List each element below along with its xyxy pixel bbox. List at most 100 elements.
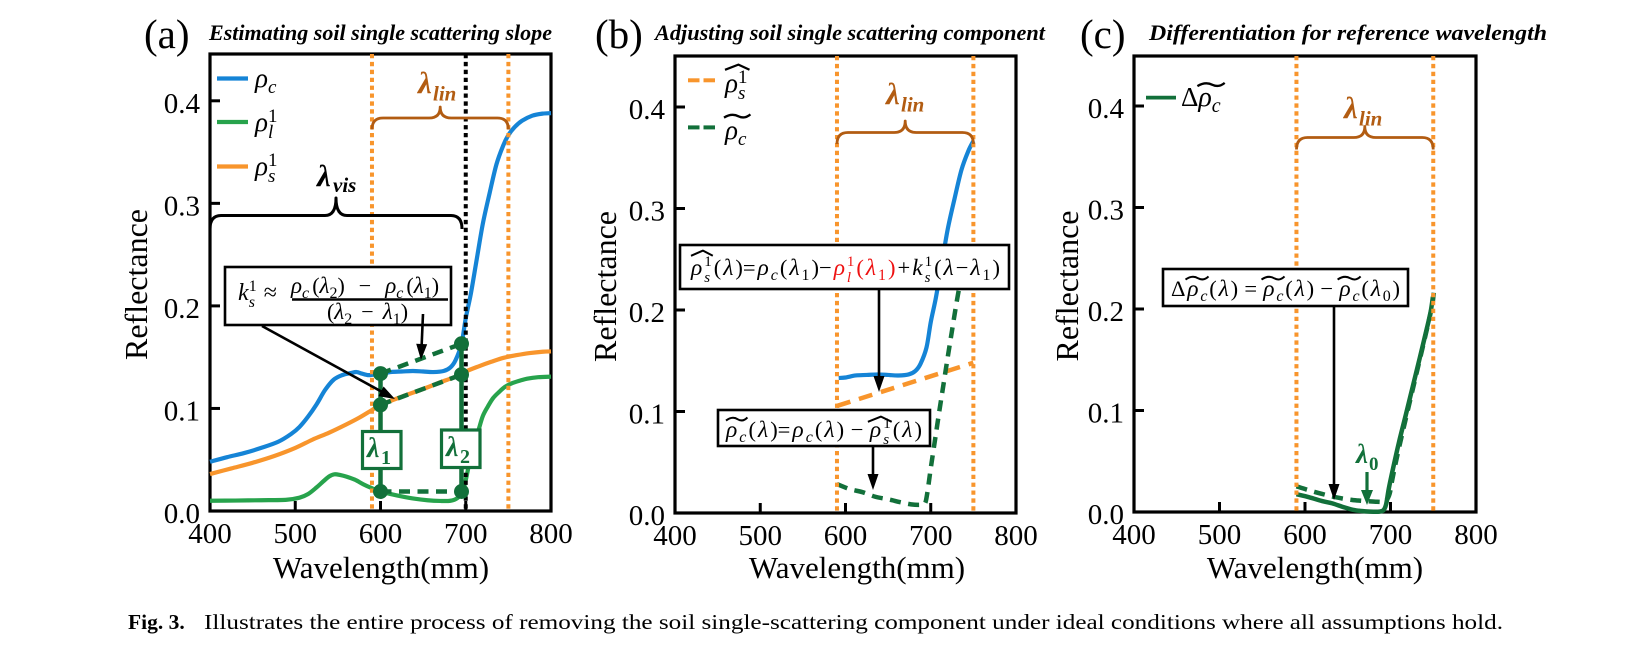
svg-text:s: s xyxy=(249,294,255,311)
svg-text:−: − xyxy=(361,299,373,324)
svg-text:s: s xyxy=(704,270,710,286)
svg-text:1: 1 xyxy=(883,416,891,432)
svg-text:λ: λ xyxy=(901,417,912,443)
svg-text:ρ: ρ xyxy=(384,273,396,298)
svg-text:−: − xyxy=(956,255,969,280)
svg-text:0: 0 xyxy=(1383,288,1391,305)
svg-text:ρ: ρ xyxy=(725,417,737,443)
svg-text:λ: λ xyxy=(969,255,980,281)
svg-text:(: ( xyxy=(1361,276,1369,301)
svg-text:(: ( xyxy=(312,273,319,298)
svg-text:λ: λ xyxy=(445,432,458,463)
svg-text:λ: λ xyxy=(1294,276,1305,302)
svg-text:ρ: ρ xyxy=(1197,82,1211,113)
svg-text:ρ: ρ xyxy=(1262,276,1274,302)
svg-text:Reflectance: Reflectance xyxy=(1049,211,1085,362)
svg-text:ρ: ρ xyxy=(254,63,268,93)
svg-text:(: ( xyxy=(856,255,864,280)
svg-text:vis: vis xyxy=(333,173,356,197)
svg-text:λ: λ xyxy=(1370,276,1381,302)
svg-text:): ) xyxy=(837,417,845,442)
svg-text:λ: λ xyxy=(315,158,331,193)
svg-text:λ: λ xyxy=(382,299,393,324)
svg-text:λ: λ xyxy=(722,255,733,281)
svg-text:700: 700 xyxy=(909,520,953,552)
svg-text:0.2: 0.2 xyxy=(1088,296,1124,328)
svg-text:500: 500 xyxy=(273,518,317,550)
svg-text:1: 1 xyxy=(381,447,391,469)
svg-text:Adjusting soil single scatteri: Adjusting soil single scattering compone… xyxy=(653,20,1046,45)
svg-text:ρ: ρ xyxy=(254,107,268,137)
svg-text:(: ( xyxy=(327,299,334,324)
svg-text:c: c xyxy=(302,285,309,302)
svg-text:2: 2 xyxy=(460,446,470,468)
svg-text:λ: λ xyxy=(823,417,834,443)
svg-text:1: 1 xyxy=(738,67,748,88)
svg-text:0.0: 0.0 xyxy=(1088,499,1124,531)
svg-text:600: 600 xyxy=(824,520,868,552)
svg-text:Illustrates the entire process: Illustrates the entire process of removi… xyxy=(204,610,1503,634)
svg-text:0.3: 0.3 xyxy=(629,196,665,228)
svg-text:600: 600 xyxy=(359,518,403,550)
svg-text:ρ: ρ xyxy=(791,417,803,443)
svg-text:0.2: 0.2 xyxy=(629,297,665,329)
svg-text:λ: λ xyxy=(1342,90,1358,125)
svg-text:)=: )= xyxy=(735,255,755,280)
svg-text:1: 1 xyxy=(424,285,432,302)
svg-text:λ: λ xyxy=(413,273,424,298)
svg-text:)=: )= xyxy=(770,417,790,442)
svg-text:λ: λ xyxy=(757,417,768,443)
svg-text:+: + xyxy=(898,255,911,280)
svg-text:500: 500 xyxy=(738,520,782,552)
svg-text:ρ: ρ xyxy=(833,255,845,281)
svg-text:(: ( xyxy=(1285,276,1293,301)
svg-text:1: 1 xyxy=(249,278,257,295)
svg-text:ρ: ρ xyxy=(1186,276,1198,302)
svg-text:400: 400 xyxy=(653,520,697,552)
svg-text:=: = xyxy=(1240,276,1262,301)
svg-text:1: 1 xyxy=(983,267,991,284)
svg-text:ρ: ρ xyxy=(757,255,769,281)
svg-text:(: ( xyxy=(1209,276,1217,301)
svg-text:400: 400 xyxy=(188,518,232,550)
svg-text:Δ: Δ xyxy=(1171,276,1185,301)
svg-text:s: s xyxy=(268,166,275,187)
svg-text:1: 1 xyxy=(847,254,855,270)
svg-text:0: 0 xyxy=(1369,454,1379,475)
svg-text:(: ( xyxy=(934,255,942,280)
svg-text:): ) xyxy=(1307,276,1315,301)
svg-text:λ: λ xyxy=(366,433,379,464)
svg-text:Wavelength(mm): Wavelength(mm) xyxy=(1207,550,1423,585)
svg-text:1: 1 xyxy=(268,106,278,127)
svg-text:−: − xyxy=(846,417,868,442)
svg-text:1: 1 xyxy=(802,267,810,284)
svg-text:)−: )− xyxy=(812,255,832,280)
svg-text:600: 600 xyxy=(1283,519,1327,551)
svg-text:k: k xyxy=(912,255,923,281)
svg-text:s: s xyxy=(925,270,931,286)
svg-text:λ: λ xyxy=(1355,439,1368,469)
svg-text:(c): (c) xyxy=(1080,11,1126,57)
svg-text:500: 500 xyxy=(1198,519,1242,551)
svg-text:lin: lin xyxy=(901,93,924,117)
svg-text:0.1: 0.1 xyxy=(164,395,200,427)
svg-text:Fig. 3.: Fig. 3. xyxy=(128,610,185,634)
svg-text:1: 1 xyxy=(878,267,886,284)
svg-text:0.1: 0.1 xyxy=(629,399,665,431)
svg-text:Reflectance: Reflectance xyxy=(587,211,623,362)
svg-text:λ: λ xyxy=(319,273,330,298)
svg-text:(: ( xyxy=(406,273,413,298)
svg-text:700: 700 xyxy=(1369,519,1413,551)
svg-text:0.0: 0.0 xyxy=(164,498,200,530)
svg-text:(: ( xyxy=(815,417,823,442)
svg-text:Differentiation for reference: Differentiation for reference wavelength xyxy=(1148,20,1547,45)
svg-text:l: l xyxy=(268,122,273,143)
svg-text:c: c xyxy=(806,429,813,446)
svg-text:k: k xyxy=(238,280,249,306)
svg-text:−: − xyxy=(359,273,371,298)
svg-text:λ: λ xyxy=(884,76,900,111)
svg-text:(a): (a) xyxy=(144,11,190,57)
svg-text:ρ: ρ xyxy=(254,151,268,181)
svg-text:c: c xyxy=(268,77,277,98)
svg-text:λ: λ xyxy=(943,255,954,281)
